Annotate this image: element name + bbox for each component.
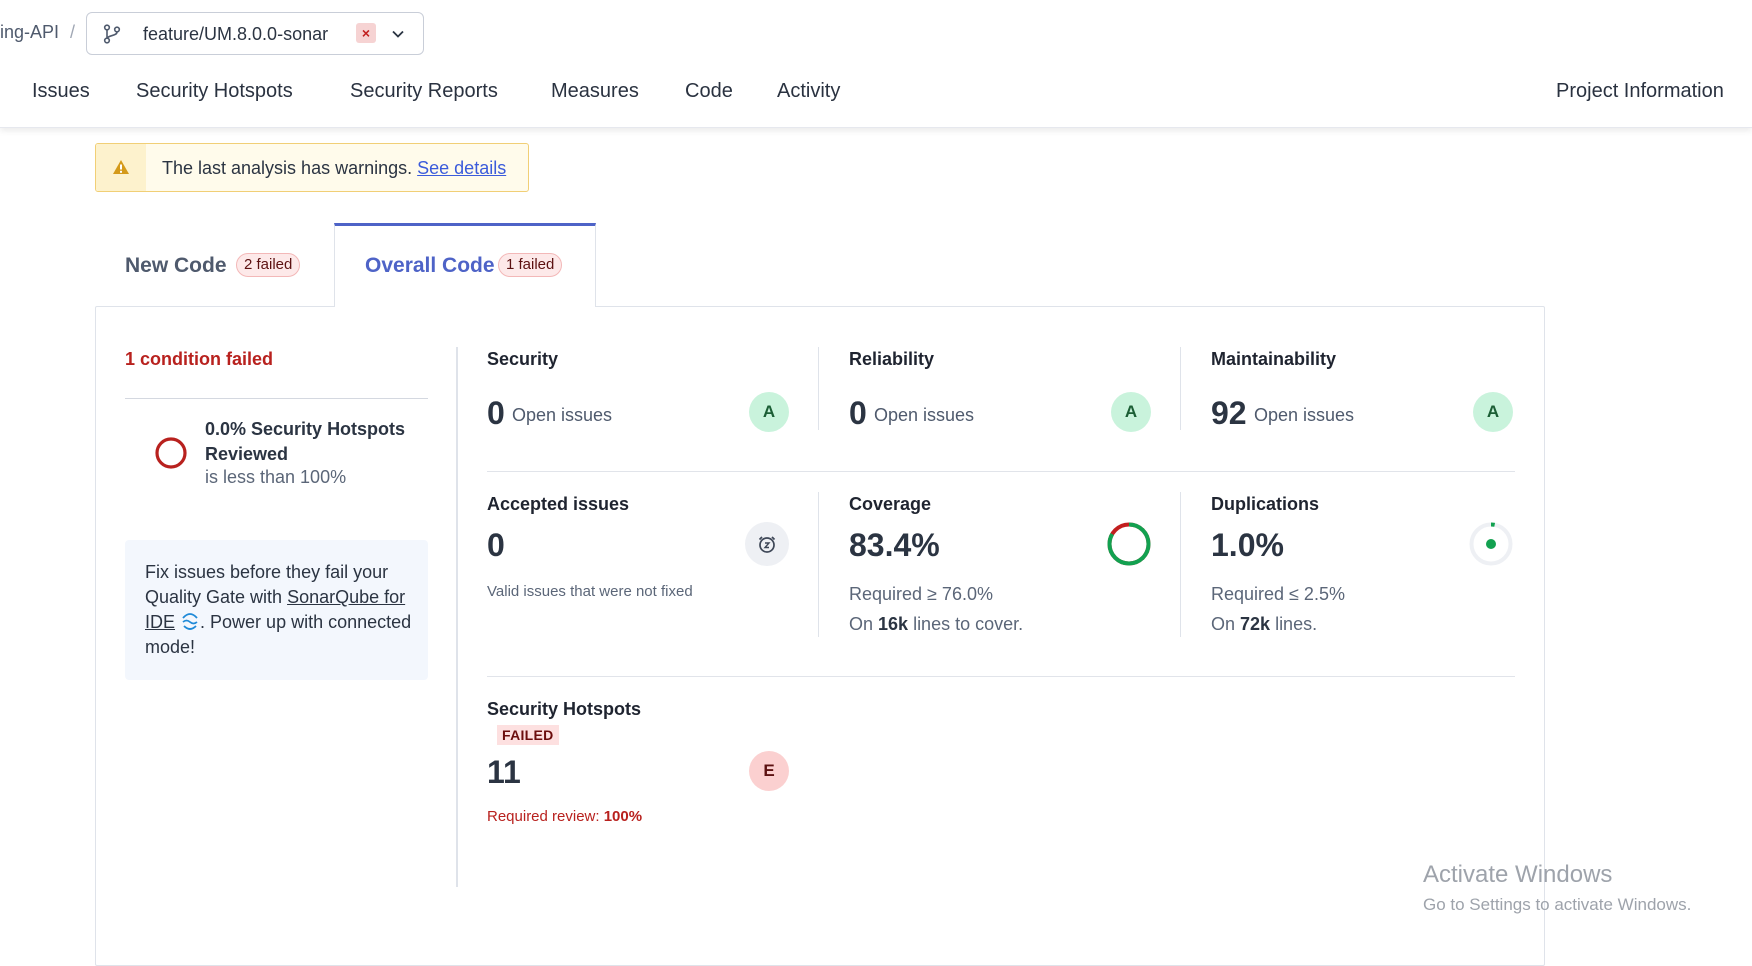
tab-new-code-label: New Code — [125, 254, 227, 277]
maintainability-value[interactable]: 92 — [1211, 395, 1247, 431]
sonarlint-icon — [180, 612, 200, 632]
hotspots-failed-tag: FAILED — [497, 725, 559, 745]
security-hotspots-title: Security Hotspots — [487, 699, 642, 719]
analysis-warning-banner: The last analysis has warnings. See deta… — [95, 143, 529, 192]
see-details-link[interactable]: See details — [417, 158, 507, 178]
overall-code-failed-badge: 1 failed — [498, 253, 563, 277]
duplications-lines: On 72k lines. — [1211, 614, 1318, 634]
tab-overall-code-label: Overall Code — [365, 254, 495, 277]
row-divider — [487, 676, 1515, 677]
branch-status-badge: × — [356, 23, 376, 43]
tab-new-code[interactable]: New Code 2 failed — [96, 224, 334, 306]
reliability-unit: Open issues — [874, 405, 975, 425]
chevron-down-icon[interactable] — [391, 27, 405, 46]
nav-security-hotspots[interactable]: Security Hotspots — [136, 80, 293, 102]
hotspots-required-review: Required review: 100% — [487, 808, 643, 825]
accepted-issues-value[interactable]: 0 — [487, 527, 505, 563]
coverage-value[interactable]: 83.4% — [849, 527, 940, 563]
duplications-donut-chart[interactable] — [1467, 520, 1515, 573]
nav-issues[interactable]: Issues — [32, 80, 90, 102]
maintainability-title: Maintainability — [1211, 349, 1337, 369]
security-unit: Open issues — [512, 405, 613, 425]
activate-windows-title: Activate Windows — [1423, 861, 1613, 888]
security-hotspots-value[interactable]: 11 — [487, 754, 521, 790]
coverage-required: Required ≥ 76.0% — [849, 584, 993, 604]
reliability-title: Reliability — [849, 349, 935, 369]
sonarqube-ide-promo: Fix issues before they fail your Quality… — [125, 540, 428, 680]
nav-security-reports[interactable]: Security Reports — [350, 80, 498, 102]
column-divider — [456, 347, 458, 887]
accepted-issues-title: Accepted issues — [487, 494, 630, 514]
divider — [125, 398, 428, 399]
nav-measures[interactable]: Measures — [551, 80, 639, 102]
warning-message: The last analysis has warnings. See deta… — [162, 158, 507, 178]
breadcrumb-separator: / — [70, 22, 76, 42]
failed-condition-subtitle: is less than 100% — [205, 467, 347, 487]
project-header: ing-API / feature/UM.8.0.0-sonar × Issue… — [0, 0, 1752, 128]
security-hotspots-rating[interactable]: E — [749, 751, 789, 791]
tab-overall-code[interactable]: Overall Code 1 failed — [334, 223, 596, 307]
failed-condition-icon — [154, 436, 188, 475]
duplications-title: Duplications — [1211, 494, 1320, 514]
duplications-required: Required ≤ 2.5% — [1211, 584, 1345, 604]
branch-name: feature/UM.8.0.0-sonar — [143, 24, 329, 44]
coverage-donut-chart[interactable] — [1105, 520, 1153, 573]
alarm-clock-icon — [745, 522, 789, 566]
maintainability-rating[interactable]: A — [1473, 392, 1513, 432]
failed-condition-title[interactable]: 0.0% Security Hotspots Reviewed — [205, 419, 406, 464]
security-title: Security — [487, 349, 559, 369]
coverage-title: Coverage — [849, 494, 932, 514]
nav-project-information[interactable]: Project Information — [1556, 80, 1724, 102]
activate-windows-subtitle: Go to Settings to activate Windows. — [1423, 895, 1692, 914]
conditions-failed-summary: 1 condition failed — [125, 349, 274, 369]
duplications-value[interactable]: 1.0% — [1211, 527, 1284, 563]
security-value[interactable]: 0 — [487, 395, 505, 431]
branch-selector[interactable]: feature/UM.8.0.0-sonar × — [86, 12, 424, 55]
coverage-lines: On 16k lines to cover. — [849, 614, 1024, 634]
breadcrumb-project[interactable]: ing-API — [0, 22, 60, 42]
reliability-rating[interactable]: A — [1111, 392, 1151, 432]
accepted-issues-desc: Valid issues that were not fixed — [487, 583, 693, 600]
nav-activity[interactable]: Activity — [777, 80, 841, 102]
maintainability-unit: Open issues — [1254, 405, 1355, 425]
row-divider — [487, 471, 1515, 472]
branch-icon — [103, 24, 121, 49]
sonarqube-for-ide-link[interactable]: SonarQube for IDE — [145, 587, 406, 632]
reliability-value[interactable]: 0 — [849, 395, 867, 431]
security-rating[interactable]: A — [749, 392, 789, 432]
nav-code[interactable]: Code — [685, 80, 733, 102]
new-code-failed-badge: 2 failed — [236, 253, 301, 277]
warning-icon — [112, 159, 130, 180]
